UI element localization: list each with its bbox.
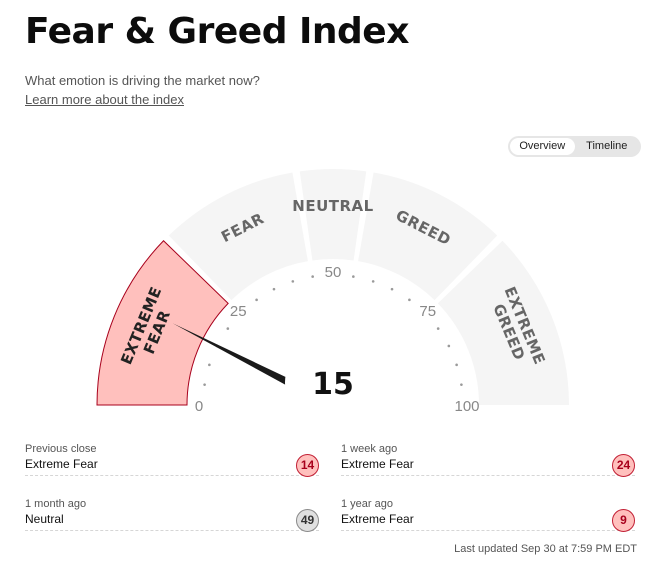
gauge-tick-label: 50 [325, 264, 342, 281]
score-badge: 49 [296, 509, 319, 532]
stat-one-year-ago: 1 year ago Extreme Fear 9 [341, 498, 635, 532]
gauge-segment-neutral [299, 168, 367, 261]
gauge-tick-label: 100 [454, 398, 479, 415]
gauge-dot [408, 298, 411, 302]
gauge-segment-fear [168, 172, 308, 301]
gauge-dot [455, 363, 458, 367]
last-updated: Last updated Sep 30 at 7:59 PM EDT [454, 543, 637, 555]
score-badge: 24 [612, 454, 635, 477]
gauge-segment-extreme-greed [437, 240, 569, 405]
stat-previous-close: Previous close Extreme Fear 14 [25, 443, 319, 477]
gauge-dot [291, 280, 295, 283]
gauge-dot [352, 275, 355, 278]
dashed-divider [25, 530, 319, 531]
gauge-dot [460, 383, 463, 386]
score-hub [285, 335, 381, 420]
stat-rating: Neutral [25, 512, 64, 526]
gauge-dot [390, 287, 394, 291]
dashed-divider [341, 530, 635, 531]
overview-tab[interactable]: Overview [510, 138, 575, 155]
stat-label: 1 month ago [25, 498, 87, 510]
gauge-dot [226, 327, 230, 330]
gauge-tick-label: 0 [195, 398, 203, 415]
gauge-dot [371, 280, 375, 283]
gauge-segment-greed [358, 172, 498, 301]
stat-label: 1 year ago [341, 498, 393, 510]
gauge-dot [272, 287, 276, 291]
stat-label: Previous close [25, 443, 97, 455]
page-subtitle: What emotion is driving the market now? [25, 73, 260, 88]
gauge-tick-label: 75 [419, 303, 436, 320]
gauge-segment-extreme-fear [96, 240, 229, 406]
gauge-dot [255, 298, 258, 302]
stat-label: 1 week ago [341, 443, 398, 455]
view-toggle: Overview Timeline [508, 136, 641, 157]
gauge-dot [208, 363, 211, 367]
stat-rating: Extreme Fear [341, 512, 414, 526]
gauge-dot [203, 383, 206, 386]
learn-more-link[interactable]: Learn more about the index [25, 92, 184, 107]
gauge-dot [436, 327, 440, 330]
stat-rating: Extreme Fear [25, 457, 98, 471]
gauge-dot [447, 344, 451, 348]
score-badge: 14 [296, 454, 319, 477]
dashed-divider [25, 475, 319, 476]
page-title: Fear & Greed Index [25, 11, 409, 52]
gauge-tick-label: 25 [230, 303, 247, 320]
current-score: 15 [312, 367, 354, 402]
stat-rating: Extreme Fear [341, 457, 414, 471]
dashed-divider [341, 475, 635, 476]
gauge-segment-label: NEUTRAL [292, 197, 373, 215]
stat-one-week-ago: 1 week ago Extreme Fear 24 [341, 443, 635, 477]
gauge-dot [311, 275, 314, 278]
stat-one-month-ago: 1 month ago Neutral 49 [25, 498, 319, 532]
timeline-tab[interactable]: Timeline [586, 140, 628, 152]
score-badge: 9 [612, 509, 635, 532]
